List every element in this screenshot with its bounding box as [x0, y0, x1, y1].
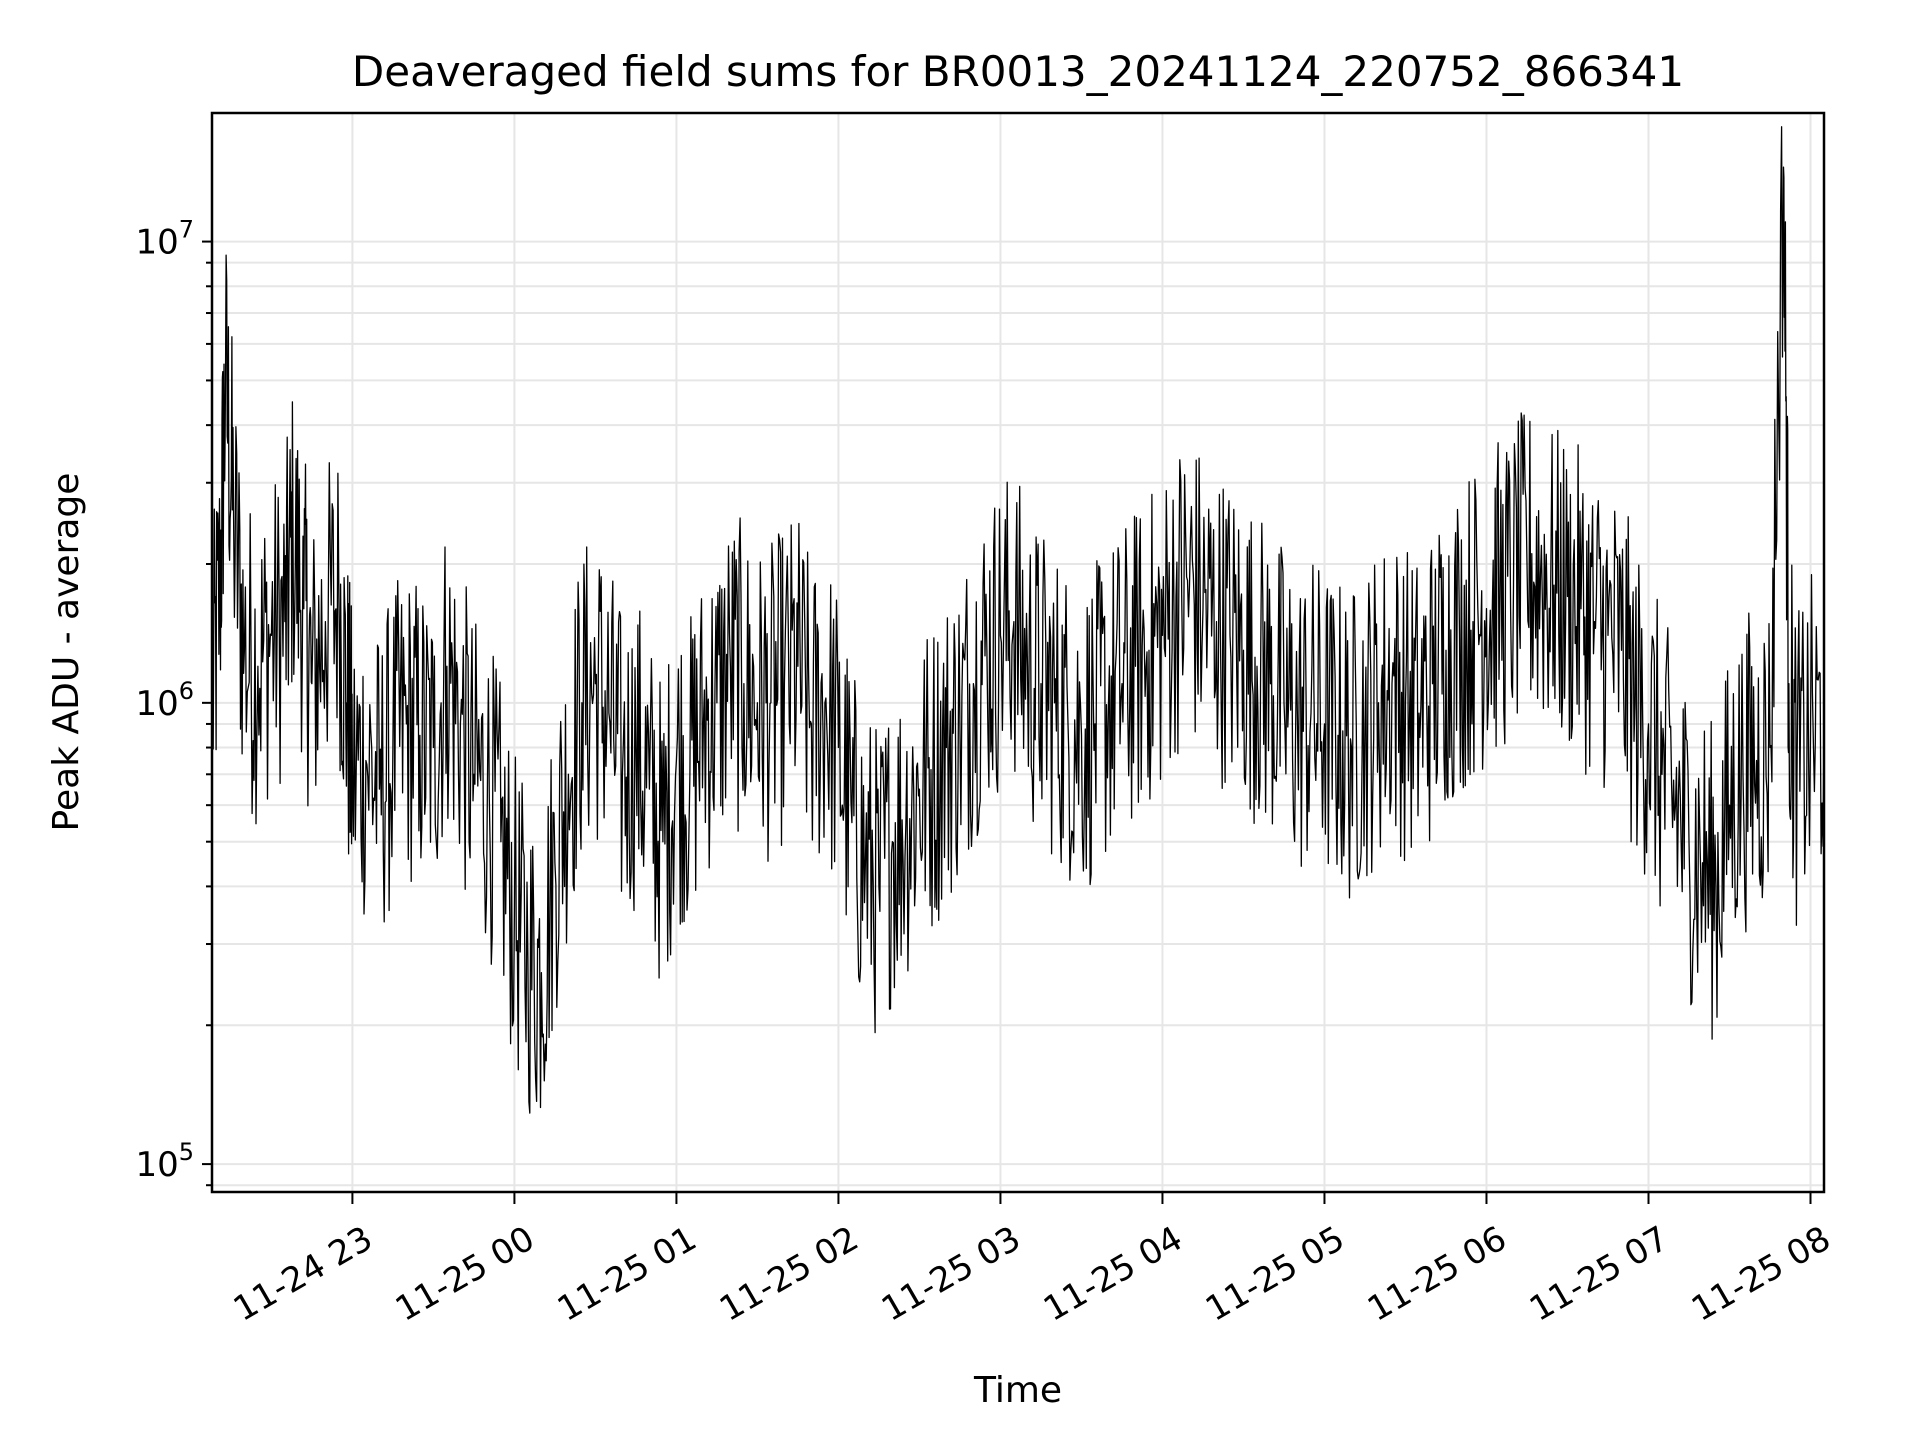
series-line-layer	[212, 126, 1824, 1114]
chart-title: Deaveraged field sums for BR0013_2024112…	[352, 47, 1684, 96]
y-tick-label: 107	[135, 216, 194, 263]
y-tick-label-base: 10	[135, 223, 178, 263]
plot-frame	[210, 111, 1826, 1194]
y-tick-label-base: 10	[135, 684, 178, 724]
y-tick-label-exp: 6	[179, 677, 194, 705]
y-tick-label: 106	[135, 677, 194, 724]
y-axis-label: Peak ADU - average	[46, 473, 87, 832]
y-tick-label: 105	[135, 1138, 194, 1185]
y-tick-label-exp: 5	[179, 1138, 194, 1166]
y-tick-label-base: 10	[135, 1145, 178, 1185]
y-tick-label-exp: 7	[179, 216, 194, 244]
series-line	[212, 126, 1824, 1114]
x-axis-label: Time	[973, 1370, 1062, 1411]
